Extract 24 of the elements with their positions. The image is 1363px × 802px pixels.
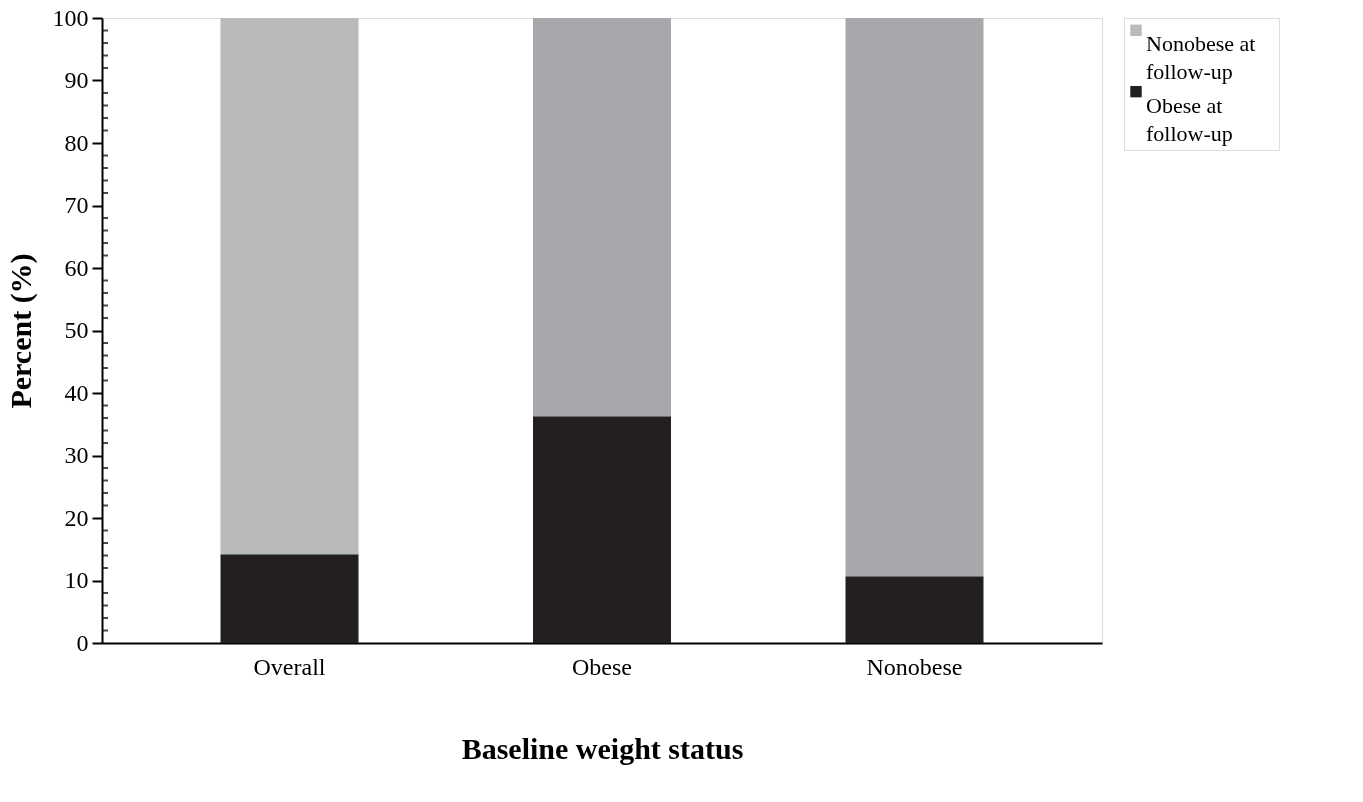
x-tick-label: Overall bbox=[253, 653, 326, 680]
y-tick-label: 50 bbox=[64, 317, 89, 343]
y-tick-label: 80 bbox=[64, 129, 89, 156]
y-tick-label: 10 bbox=[64, 567, 89, 593]
bar bbox=[533, 18, 671, 417]
legend-label: Nonobese at follow-up bbox=[1146, 31, 1256, 85]
y-tick-label: 70 bbox=[64, 192, 89, 218]
legend-label: Obese at follow-up bbox=[1146, 92, 1233, 146]
x-tick-label: Nonobese bbox=[866, 653, 963, 680]
y-tick-label: 20 bbox=[64, 504, 89, 531]
bar bbox=[845, 576, 984, 643]
bar bbox=[533, 416, 671, 643]
y-tick-label: 0 bbox=[76, 629, 89, 656]
bar bbox=[220, 554, 359, 643]
x-tick-label: Obese bbox=[572, 653, 632, 680]
y-tick-label: 90 bbox=[64, 67, 89, 93]
bar bbox=[220, 18, 359, 555]
y-axis-title: Percent (%) bbox=[3, 253, 38, 409]
y-tick-label: 100 bbox=[52, 4, 89, 31]
y-tick-label: 40 bbox=[64, 379, 89, 406]
y-tick-label: 30 bbox=[64, 442, 89, 468]
y-tick-label: 60 bbox=[64, 254, 89, 281]
x-axis-title: Baseline weight status bbox=[461, 731, 744, 765]
bar bbox=[845, 18, 984, 577]
